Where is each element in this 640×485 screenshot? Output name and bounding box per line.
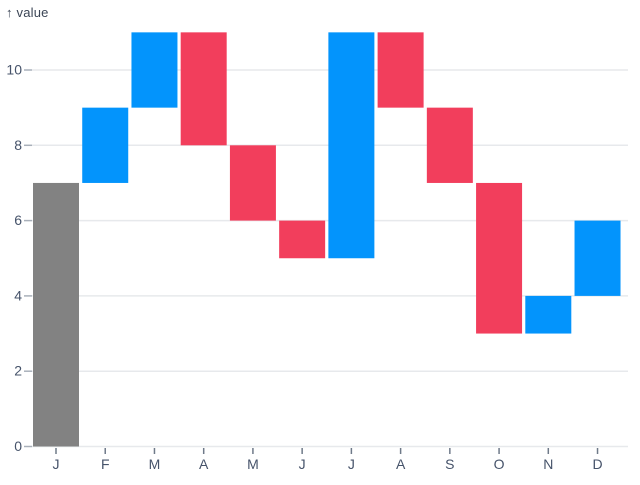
waterfall-bar-1-F	[82, 107, 129, 183]
waterfall-bar-5-J	[279, 220, 326, 259]
waterfall-bar-6-J	[328, 32, 375, 259]
y-tick-label-6: 6	[14, 212, 22, 228]
x-tick-label-7: A	[396, 456, 406, 472]
x-tick-label-3: A	[199, 456, 209, 472]
x-tick-label-5: J	[299, 456, 306, 472]
waterfall-bar-2-M	[131, 32, 178, 108]
waterfall-bar-7-A	[377, 32, 424, 108]
y-tick-label-4: 4	[14, 287, 22, 303]
x-tick-label-0: J	[53, 456, 60, 472]
x-tick-label-4: M	[247, 456, 259, 472]
x-tick-label-9: O	[494, 456, 505, 472]
y-tick-label-2: 2	[14, 363, 22, 379]
y-tick-label-10: 10	[6, 62, 22, 78]
waterfall-bar-3-A	[180, 32, 227, 146]
x-tick-label-8: S	[445, 456, 454, 472]
waterfall-bar-11-D	[574, 220, 621, 296]
x-tick-label-1: F	[101, 456, 110, 472]
waterfall-bar-8-S	[426, 107, 473, 183]
waterfall-bar-4-M	[229, 145, 276, 221]
x-tick-label-10: N	[543, 456, 553, 472]
y-tick-label-0: 0	[14, 438, 22, 454]
x-tick-label-2: M	[149, 456, 161, 472]
x-tick-label-11: D	[592, 456, 602, 472]
y-axis-title: ↑ value	[6, 5, 49, 20]
y-tick-label-8: 8	[14, 137, 22, 153]
waterfall-bar-10-N	[525, 295, 572, 334]
waterfall-bar-0-J	[33, 182, 79, 447]
waterfall-bar-9-O	[476, 182, 523, 334]
x-tick-label-6: J	[348, 456, 355, 472]
